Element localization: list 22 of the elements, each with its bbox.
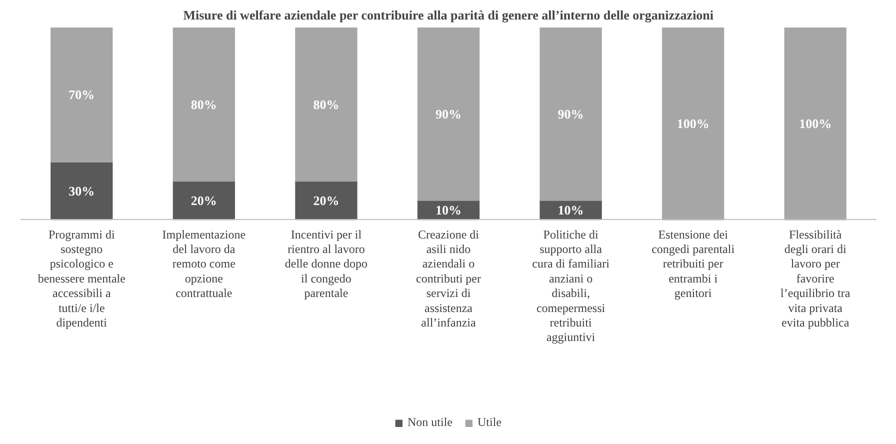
x-tick-label: Politiche di supporto alla cura di familiari anziani o disabili, comepermessi retribuiti aggiuntivi <box>532 227 610 344</box>
legend-label: Non utile <box>408 415 452 430</box>
x-tick-label: Estensione dei congedi parentali retribuiti per entrambi i genitori <box>652 227 736 300</box>
data-label: 20% <box>313 192 340 208</box>
data-label: 30% <box>68 183 95 198</box>
data-label: 100% <box>676 116 710 132</box>
data-label: 70% <box>68 87 95 102</box>
data-label: 20% <box>190 192 217 208</box>
data-label: 90% <box>436 106 462 122</box>
data-label: 90% <box>558 106 584 122</box>
legend-label: Utile <box>478 415 502 430</box>
chart-title: Misure di welfare aziendale per contribuire alla parità di genere all’interno delle organizzazioni <box>183 8 714 22</box>
x-tick-label: Incentivi per il rientro al lavoro delle donne dopo il congedo parentale <box>284 227 368 300</box>
data-label: 10% <box>558 202 584 218</box>
x-tick-label: Programmi di sostegno psicologico e benessere mentale accessibili a tutti/e i/le dipendenti <box>38 227 126 330</box>
x-tick-label: Flessibilità degli orari di lavoro per favorire l’equilibrio tra vita privata evita pubblica <box>780 227 851 330</box>
data-label: 10% <box>436 202 462 218</box>
x-tick-label: Implementazione del lavoro da remoto come opzione contrattuale <box>162 227 246 300</box>
data-label: 100% <box>799 116 832 132</box>
x-tick-label: Creazione di asili nido aziendali o contributi per servizi di assistenza all’infanzia <box>416 227 481 330</box>
data-label: 80% <box>190 96 217 112</box>
data-label: 80% <box>313 96 340 112</box>
